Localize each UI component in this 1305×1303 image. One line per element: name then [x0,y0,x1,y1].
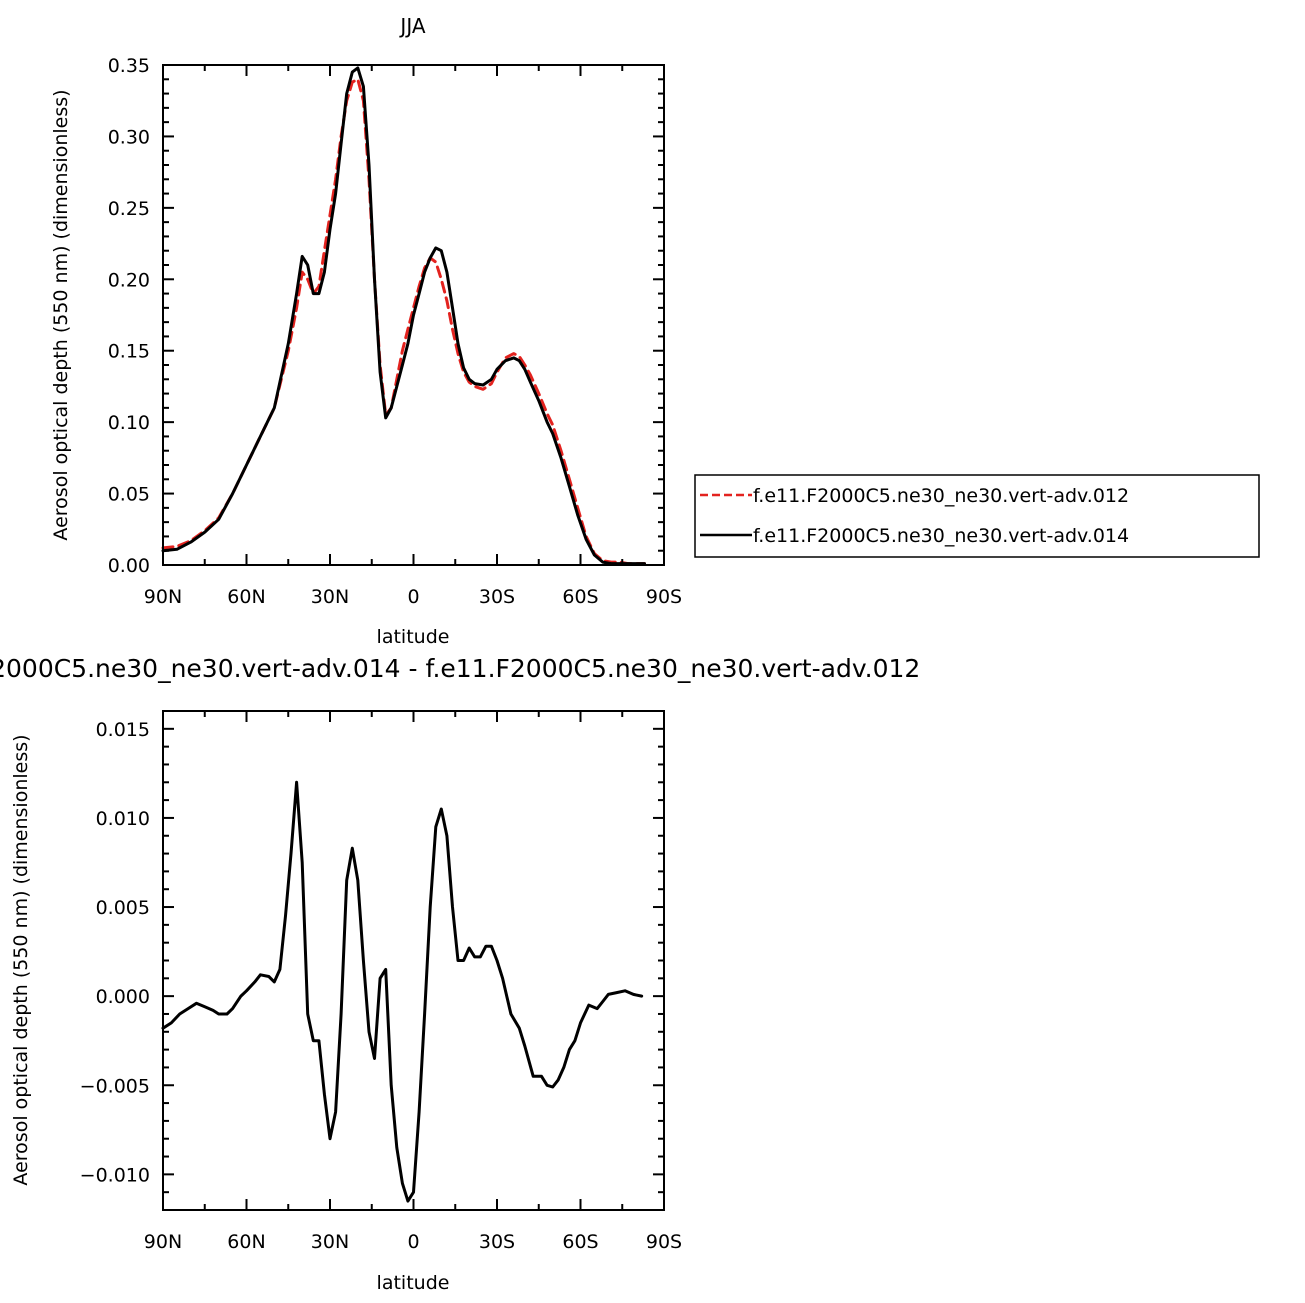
top-xtick-label: 90S [646,586,682,608]
top-chart-xlabel: latitude [377,626,450,648]
top-xtick-label: 30S [479,586,515,608]
bottom-chart-xlabel: latitude [377,1272,450,1294]
top-ytick-label: 0.30 [108,126,150,148]
legend: f.e11.F2000C5.ne30_ne30.vert-adv.012 f.e… [694,474,1260,558]
top-xtick-label: 30N [311,586,349,608]
bottom-xtick-label: 0 [407,1231,419,1253]
bottom-ytick-label: 0.015 [96,719,150,741]
top-series-line-2 [161,66,646,566]
bottom-xtick-label: 60N [227,1231,265,1253]
bottom-ytick-label: 0.005 [96,897,150,919]
top-series-line-1 [161,77,646,566]
legend-label-014: f.e11.F2000C5.ne30_ne30.vert-adv.014 [753,525,1129,547]
top-ytick-label: 0.10 [108,412,150,434]
top-chart-title: JJA [398,14,425,38]
bottom-chart: f.e11.F2000C5.ne30_ne30.vert-adv.014 - f… [0,654,920,1294]
top-ytick-label: 0.05 [108,484,150,506]
top-xtick-label: 90N [144,586,182,608]
legend-box [694,474,1260,558]
bottom-chart-ylabel: Aerosol optical depth (550 nm) (dimensio… [10,734,32,1185]
bottom-xtick-label: 30S [479,1231,515,1253]
top-xtick-label: 0 [407,586,419,608]
bottom-xtick-label: 90S [646,1231,682,1253]
top-xtick-label: 60N [227,586,265,608]
bottom-chart-title: f.e11.F2000C5.ne30_ne30.vert-adv.014 - f… [0,654,920,683]
top-ytick-label: 0.35 [108,55,150,77]
bottom-xtick-label: 30N [311,1231,349,1253]
bottom-ytick-label: 0.010 [96,808,150,830]
bottom-ytick-label: 0.000 [96,986,150,1008]
top-chart: JJA 90N 60N 30N 0 30S 60S 90S 0.00 0.05 0.10 0.15 0… [50,14,682,648]
bottom-chart-frame [162,710,665,1211]
top-ytick-label: 0.00 [108,555,150,577]
top-ytick-label: 0.20 [108,269,150,291]
top-xtick-label: 60S [562,586,598,608]
top-ytick-label: 0.25 [108,198,150,220]
bottom-ytick-label: −0.005 [80,1075,150,1097]
legend-label-012: f.e11.F2000C5.ne30_ne30.vert-adv.012 [753,485,1129,507]
bottom-series-line-1 [161,780,644,1203]
bottom-xtick-label: 60S [562,1231,598,1253]
bottom-ytick-label: −0.010 [80,1164,150,1186]
top-ytick-label: 0.15 [108,341,150,363]
top-chart-ylabel: Aerosol optical depth (550 nm) (dimensio… [50,89,72,540]
bottom-xtick-label: 90N [144,1231,182,1253]
